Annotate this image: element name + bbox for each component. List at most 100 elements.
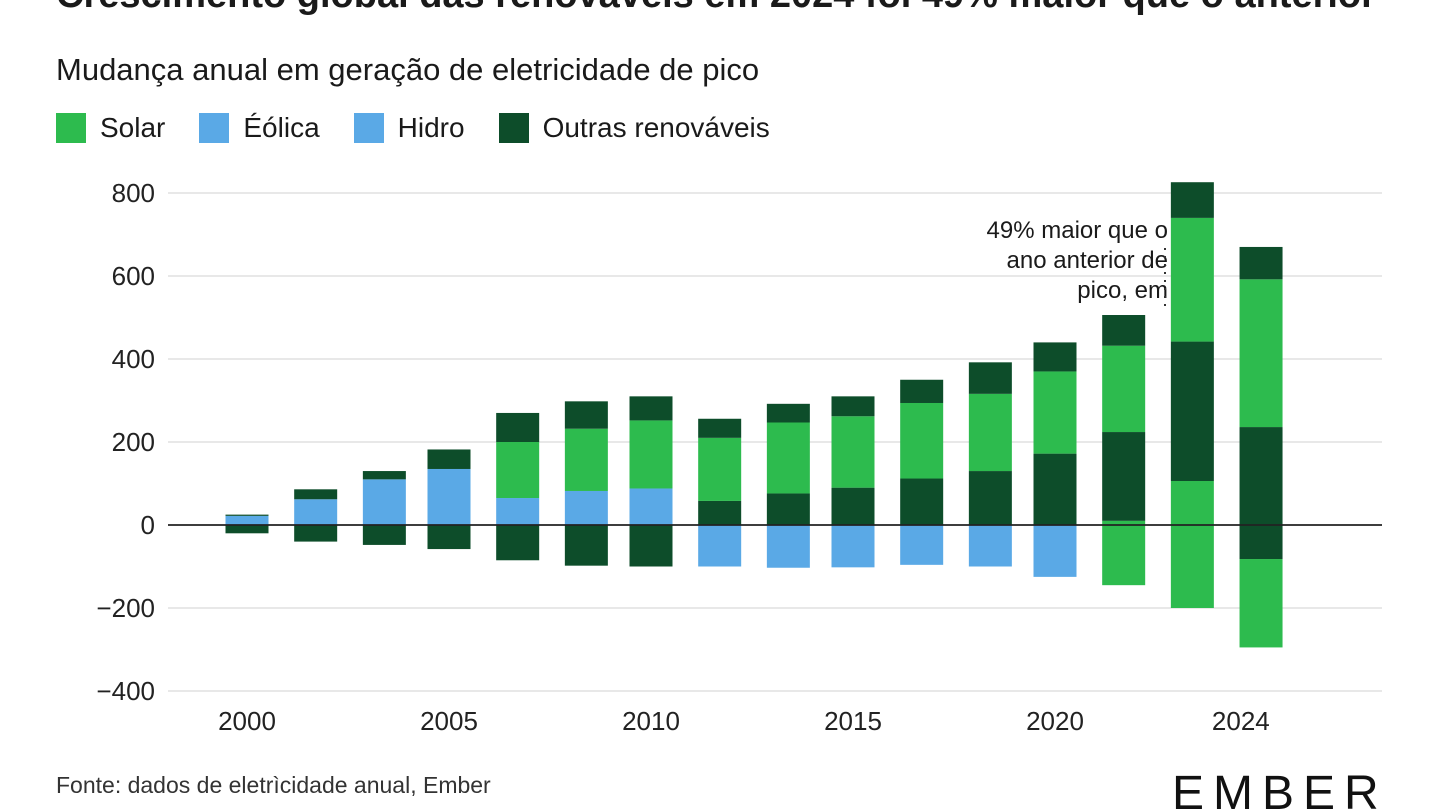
bar-segment-other: [629, 396, 673, 421]
bar-segment-solar: [1239, 559, 1283, 648]
legend-swatch-solar: [56, 113, 86, 143]
bar-group: [294, 489, 338, 542]
bar-segment-solar: [1170, 217, 1214, 342]
bar-segment-other: [1033, 342, 1077, 372]
bar-segment-wind: [629, 488, 673, 525]
bar-segment-solar: [1170, 525, 1214, 608]
bar-segment-solar: [900, 402, 944, 479]
bar-segment-solar: [968, 393, 1012, 472]
bar-group: [968, 362, 1012, 567]
bar-segment-other: [900, 478, 944, 525]
bar-segment-wind: [968, 525, 1012, 567]
bar-group: [629, 396, 673, 567]
bar-segment-wind: [900, 525, 944, 565]
bar-group: [900, 379, 944, 565]
bar-segment-solar: [496, 442, 540, 499]
bar-segment-wind: [225, 515, 269, 525]
bar-segment-other: [294, 525, 338, 542]
bar-segment-other: [831, 396, 875, 417]
bar-segment-other: [1170, 341, 1214, 482]
bar-segment-solar: [1033, 371, 1077, 454]
bar-segment-other: [1102, 432, 1146, 521]
annotation-text-line: pico, em: [1077, 277, 1168, 304]
bar-segment-other: [564, 525, 608, 566]
legend-item-other: Outras renováveis: [498, 112, 770, 144]
bar-group: [698, 418, 742, 567]
x-tick-label: 2020: [1026, 706, 1084, 736]
bar-segment-other: [294, 489, 338, 500]
y-tick-label: 200: [112, 427, 155, 457]
bar-segment-other: [1033, 453, 1077, 525]
annotation-text-line: ano anterior de: [1007, 247, 1168, 274]
bar-segment-other: [362, 471, 406, 480]
bar-layer: [225, 182, 1283, 648]
bar-segment-solar: [1239, 279, 1283, 428]
bar-segment-solar: [1102, 520, 1146, 525]
bar-segment-other: [629, 525, 673, 567]
bar-segment-other: [1239, 427, 1283, 525]
source-note: Fonte: dados de eletrìcidade anual, Embe…: [56, 772, 491, 798]
bar-segment-other: [1239, 246, 1283, 280]
bar-segment-solar: [831, 416, 875, 488]
bar-segment-other: [968, 362, 1012, 394]
annotation-text-line: 49% maior que o: [987, 217, 1168, 244]
legend-item-wind: Éólica: [199, 112, 320, 144]
bar-segment-other: [1239, 525, 1283, 560]
legend-label-solar: Solar: [100, 112, 166, 143]
bar-segment-wind: [1033, 525, 1077, 577]
bar-group: [496, 412, 540, 561]
annotation-layer: 49% maior que o ano anterior de pico, em: [168, 217, 1382, 526]
x-tick-label: 2024: [1212, 706, 1270, 736]
y-tick-label: 800: [112, 178, 155, 208]
bar-segment-other: [496, 525, 540, 561]
bar-segment-other: [362, 525, 406, 545]
bar-segment-wind: [362, 479, 406, 525]
legend: Solar Éólica Hidro Outras renováveis: [56, 112, 804, 144]
bar-segment-other: [496, 412, 540, 442]
x-tick-label: 2015: [824, 706, 882, 736]
chart-subtitle: Mudança anual em geração de eletricidade…: [56, 52, 760, 87]
bar-segment-other: [698, 500, 742, 525]
legend-label-wind: Éólica: [243, 112, 320, 143]
bar-segment-solar: [564, 428, 608, 491]
y-tick-label: 0: [141, 510, 155, 540]
legend-label-hydro: Hidro: [397, 112, 465, 143]
bar-segment-other: [225, 525, 269, 534]
legend-label-other: Outras renováveis: [542, 112, 770, 143]
bar-group: [1033, 342, 1077, 577]
bar-segment-other: [766, 493, 810, 525]
bar-segment-wind: [831, 525, 875, 568]
legend-swatch-other: [498, 113, 529, 143]
x-tick-label: 2000: [218, 706, 276, 736]
y-tick-label: 600: [112, 261, 155, 291]
bar-segment-solar: [1102, 525, 1146, 586]
bar-group: [1170, 182, 1214, 608]
bar-segment-solar: [1102, 345, 1146, 433]
bar-group: [1239, 246, 1283, 648]
bar-segment-wind: [294, 499, 338, 525]
x-tick-label: 2010: [622, 706, 680, 736]
bar-group: [362, 471, 406, 545]
bar-segment-solar: [629, 420, 673, 489]
bar-segment-other: [1170, 182, 1214, 218]
bar-segment-wind: [496, 498, 540, 525]
bar-group: [831, 396, 875, 568]
legend-swatch-wind: [199, 113, 230, 143]
bar-segment-wind: [766, 525, 810, 568]
bar-segment-wind: [564, 490, 608, 525]
bar-group: [1102, 315, 1146, 586]
bar-group: [766, 403, 810, 568]
bar-group: [564, 401, 608, 566]
bar-segment-other: [968, 471, 1012, 525]
bar-segment-other: [766, 403, 810, 423]
bar-segment-solar: [698, 437, 742, 501]
y-tick-label: −400: [96, 676, 155, 706]
bar-segment-other: [427, 525, 471, 550]
bar-group: [427, 449, 471, 550]
bar-segment-other: [698, 418, 742, 438]
bar-segment-other: [564, 401, 608, 429]
chart-title: Crescimento global das renováveis em 202…: [56, 0, 1376, 17]
y-tick-label: −200: [96, 593, 155, 623]
